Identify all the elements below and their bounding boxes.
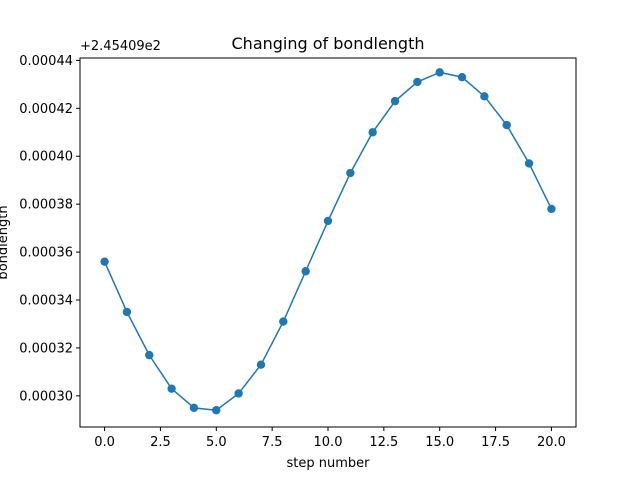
y-tick-label: 0.00044 [19, 54, 73, 69]
y-tick-label: 0.00040 [19, 150, 73, 165]
y-tick-label: 0.00030 [19, 389, 73, 404]
y-axis-offset-text: +2.45409e2 [80, 39, 161, 54]
x-tick-label: 5.0 [206, 435, 227, 450]
x-tick-label: 17.5 [481, 435, 510, 450]
data-point [346, 168, 355, 178]
y-axis-label: bondlength [0, 205, 11, 279]
data-point [212, 406, 221, 415]
data-point [100, 257, 109, 266]
x-tick-label: 10.0 [314, 435, 343, 450]
data-point [390, 96, 400, 106]
x-tick-label: 0.0 [94, 435, 115, 450]
data-point [234, 389, 243, 398]
data-point [413, 77, 422, 87]
x-axis-label: step number [287, 456, 371, 471]
data-point [524, 159, 534, 168]
data-point [145, 350, 154, 360]
y-tick-label: 0.00036 [19, 246, 73, 261]
data-point [435, 68, 444, 77]
chart-title: Changing of bondlength [232, 34, 425, 53]
data-point [256, 360, 266, 369]
y-axis-ticks: 0.00030 0.00032 0.00034 0.00036 0.00038 0.000… [19, 54, 80, 404]
x-tick-label: 7.5 [262, 435, 283, 450]
y-tick-label: 0.00042 [19, 102, 73, 117]
x-tick-label: 2.5 [150, 435, 171, 450]
x-tick-label: 12.5 [369, 435, 398, 450]
data-point [480, 92, 489, 101]
data-point [189, 403, 199, 413]
data-point [279, 317, 288, 326]
series-layer [100, 68, 556, 415]
data-point [457, 72, 467, 82]
y-tick-label: 0.00038 [19, 198, 73, 213]
data-point [547, 204, 556, 214]
y-tick-label: 0.00034 [19, 294, 73, 309]
data-point [368, 128, 377, 137]
data-point [502, 120, 511, 130]
data-point [301, 267, 310, 276]
x-tick-label: 15.0 [425, 435, 454, 450]
data-point [323, 216, 333, 226]
data-point [167, 384, 176, 393]
y-tick-label: 0.00032 [19, 341, 73, 356]
data-point [122, 307, 132, 317]
plot-area: 0.0 2.5 5.0 7.5 10.0 12.5 15.0 17.5 20.0 0.00030… [19, 54, 577, 450]
x-tick-label: 20.0 [537, 435, 566, 450]
x-axis-ticks: 0.0 2.5 5.0 7.5 10.0 12.5 15.0 17.5 20.0 [94, 427, 566, 450]
